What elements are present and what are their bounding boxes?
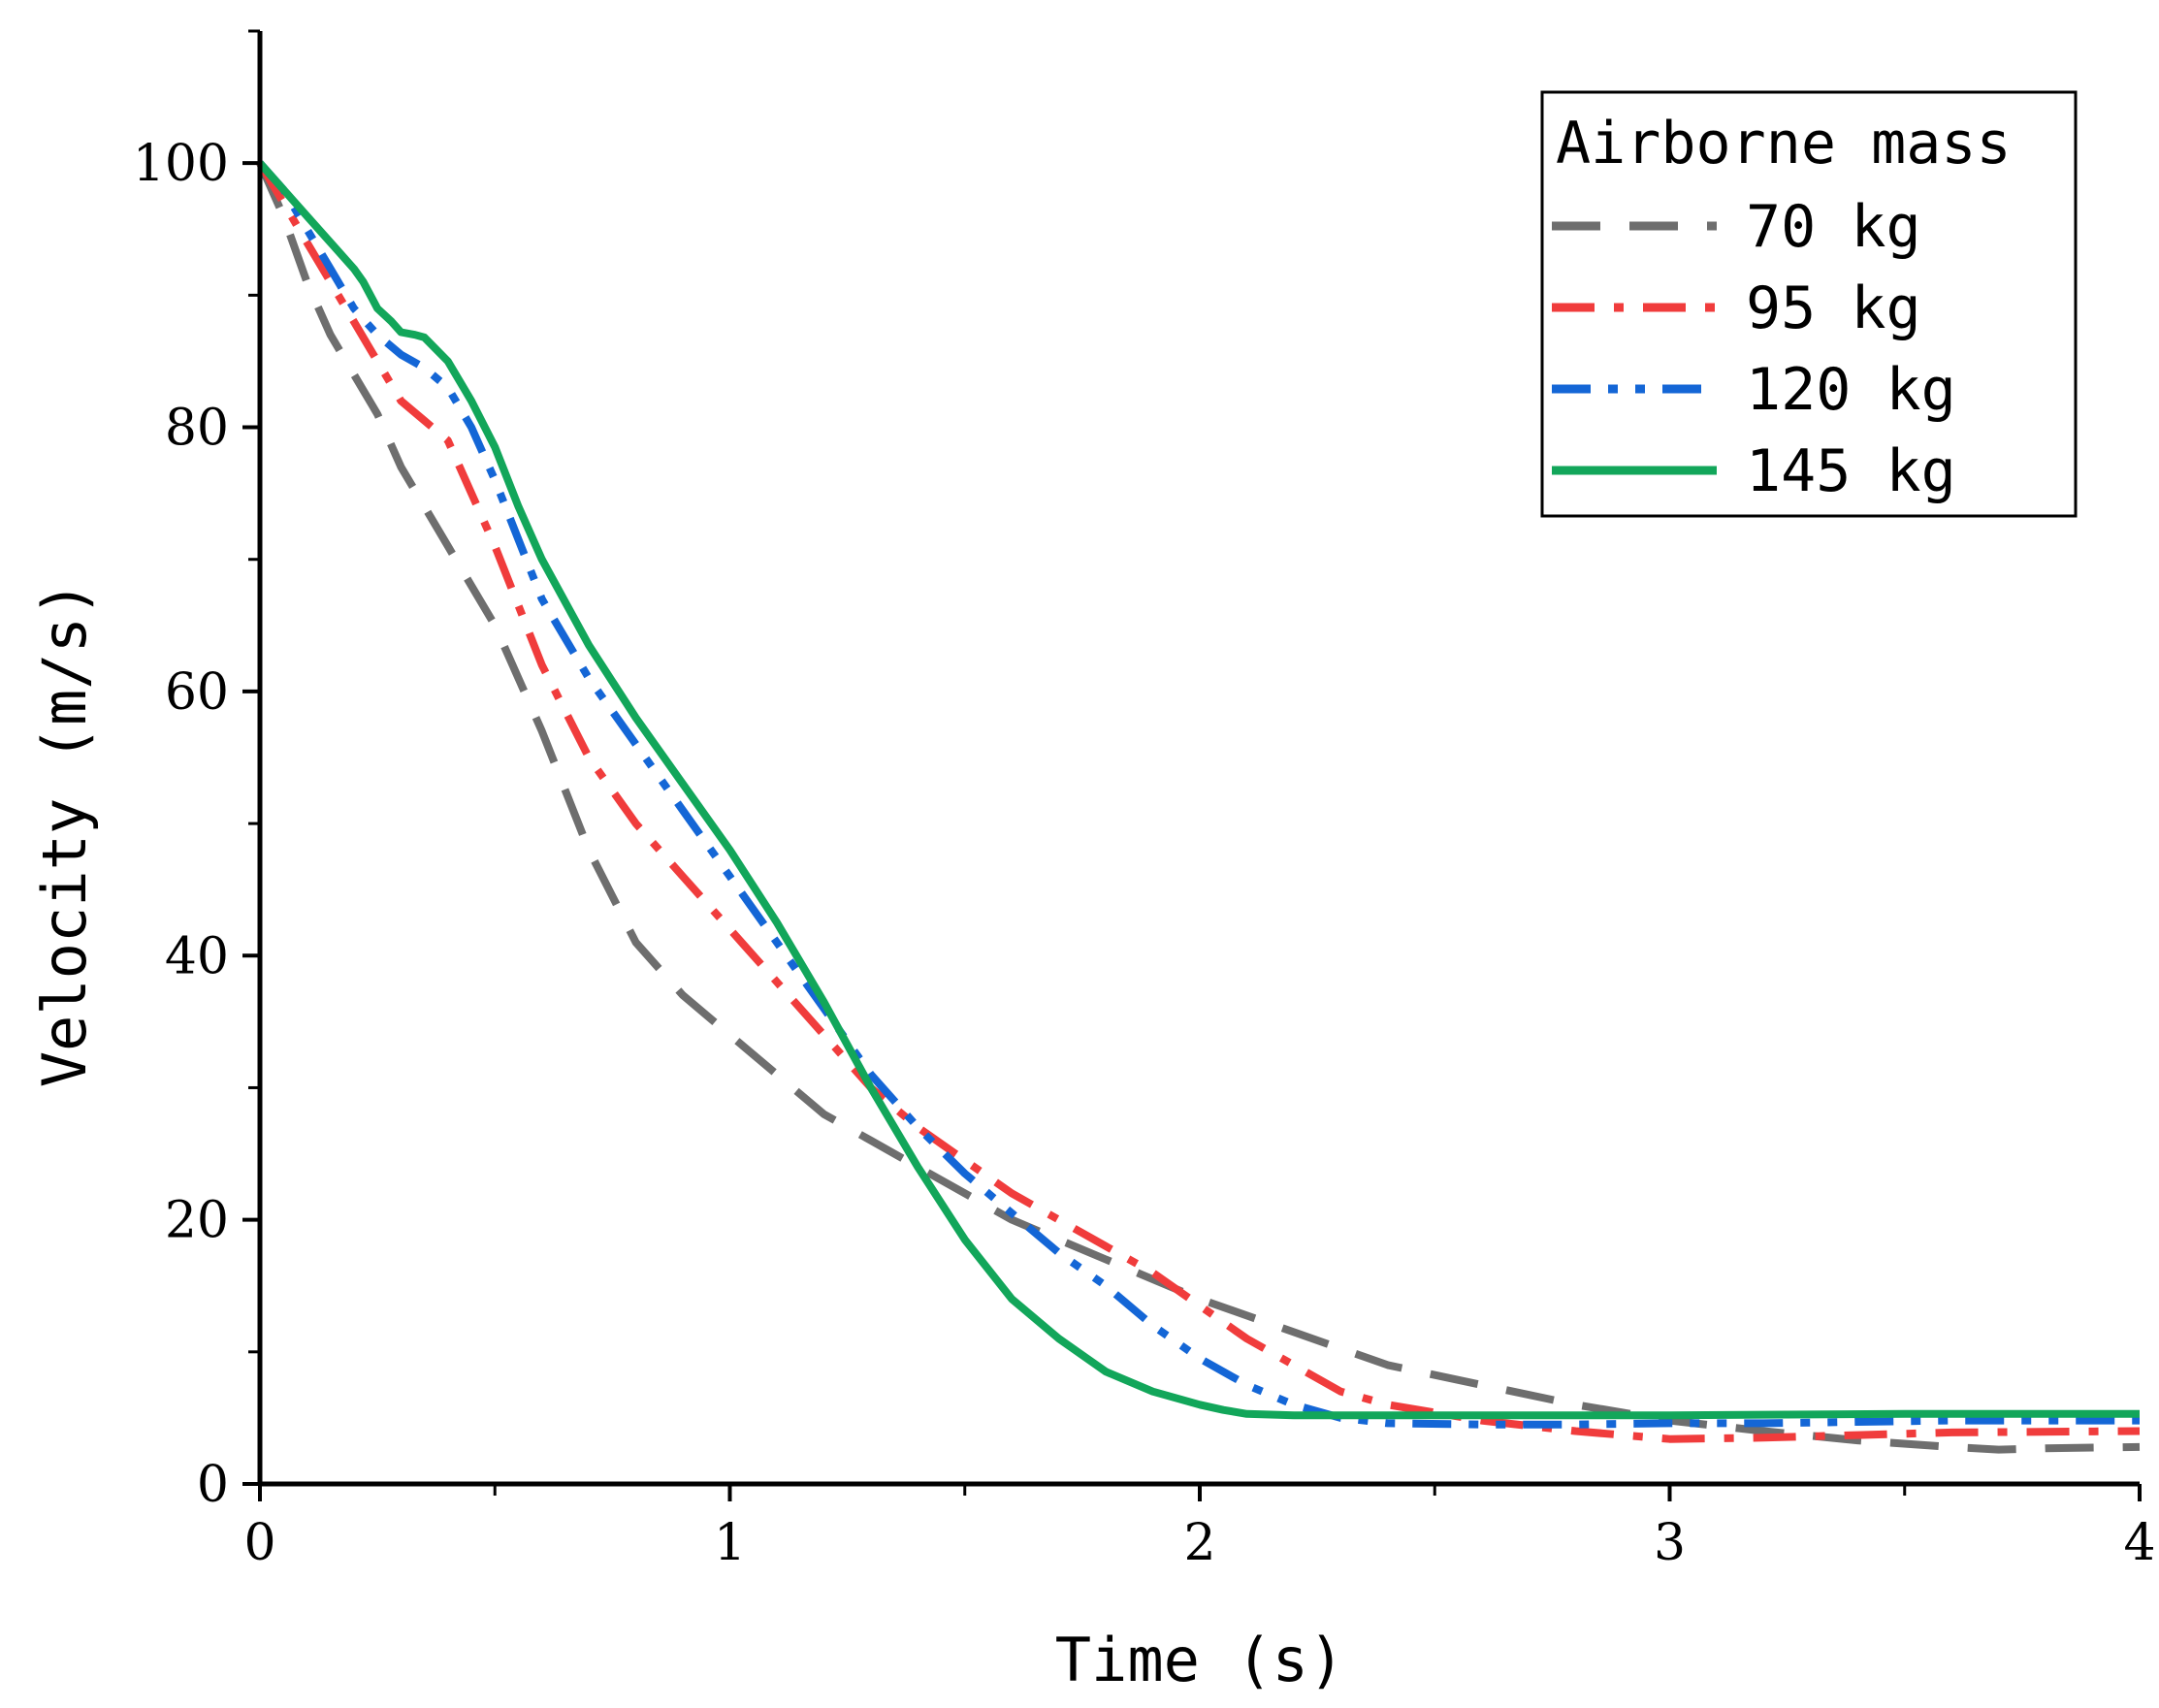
series-line-145-kg xyxy=(257,160,2140,1420)
y-tick-label: 20 xyxy=(165,1192,229,1250)
y-tick-label: 80 xyxy=(165,400,229,458)
x-tick-label: 1 xyxy=(714,1514,746,1572)
legend-title: Airborne mass xyxy=(1556,110,2012,177)
legend-label: 145 kg xyxy=(1746,437,1956,505)
y-tick-label: 40 xyxy=(165,927,229,985)
y-tick-label: 100 xyxy=(133,135,229,193)
x-ticks: 0 1 2 3 4 xyxy=(243,1484,2156,1572)
legend-label: 95 kg xyxy=(1746,274,1921,342)
x-tick-label: 4 xyxy=(2123,1514,2155,1572)
legend-label: 70 kg xyxy=(1746,193,1921,261)
series-line-120-kg xyxy=(257,160,2140,1429)
x-tick-label: 0 xyxy=(243,1514,275,1572)
y-ticks: 0 20 40 60 80 100 xyxy=(133,29,260,1514)
y-tick-label: 60 xyxy=(165,663,229,722)
legend-box xyxy=(1540,90,2078,518)
y-axis-title: Velocity (m/s) xyxy=(29,581,100,1088)
series-layer xyxy=(256,160,2141,1454)
y-tick-label: 0 xyxy=(197,1456,229,1514)
series-line-70-kg xyxy=(256,161,2141,1454)
x-tick-label: 3 xyxy=(1654,1514,1686,1572)
x-axis-title: Time (s) xyxy=(1055,1625,1345,1695)
x-tick-label: 2 xyxy=(1183,1514,1215,1572)
legend: Airborne mass 70 kg 95 kg 120 kg 145 kg xyxy=(1540,90,2078,518)
legend-label: 120 kg xyxy=(1746,356,1956,424)
legend-items: 70 kg 95 kg 120 kg 145 kg xyxy=(1552,193,1956,505)
